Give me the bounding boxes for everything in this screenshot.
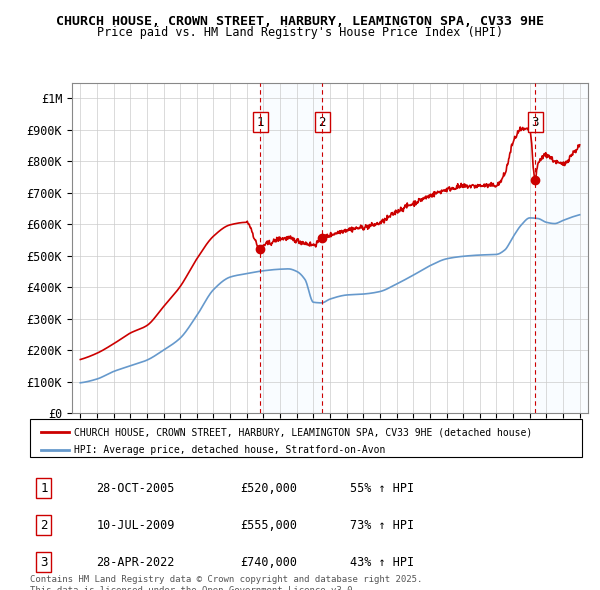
FancyBboxPatch shape: [30, 419, 582, 457]
Text: Price paid vs. HM Land Registry's House Price Index (HPI): Price paid vs. HM Land Registry's House …: [97, 26, 503, 39]
Text: £740,000: £740,000: [240, 556, 297, 569]
Text: 3: 3: [40, 556, 47, 569]
Bar: [260, 83, 322, 413]
Text: 73% ↑ HPI: 73% ↑ HPI: [350, 519, 414, 532]
Text: 1: 1: [257, 116, 264, 129]
Bar: [535, 83, 588, 413]
Text: £520,000: £520,000: [240, 481, 297, 495]
Text: Contains HM Land Registry data © Crown copyright and database right 2025.
This d: Contains HM Land Registry data © Crown c…: [30, 575, 422, 590]
Text: £555,000: £555,000: [240, 519, 297, 532]
Text: 1: 1: [40, 481, 47, 495]
Text: 2: 2: [319, 116, 326, 129]
Text: 2: 2: [40, 519, 47, 532]
Text: 55% ↑ HPI: 55% ↑ HPI: [350, 481, 414, 495]
Text: CHURCH HOUSE, CROWN STREET, HARBURY, LEAMINGTON SPA, CV33 9HE: CHURCH HOUSE, CROWN STREET, HARBURY, LEA…: [56, 15, 544, 28]
Text: 3: 3: [532, 116, 539, 129]
Text: HPI: Average price, detached house, Stratford-on-Avon: HPI: Average price, detached house, Stra…: [74, 445, 386, 454]
Text: 28-APR-2022: 28-APR-2022: [96, 556, 175, 569]
Text: 28-OCT-2005: 28-OCT-2005: [96, 481, 175, 495]
Text: 43% ↑ HPI: 43% ↑ HPI: [350, 556, 414, 569]
Text: 10-JUL-2009: 10-JUL-2009: [96, 519, 175, 532]
Text: CHURCH HOUSE, CROWN STREET, HARBURY, LEAMINGTON SPA, CV33 9HE (detached house): CHURCH HOUSE, CROWN STREET, HARBURY, LEA…: [74, 427, 532, 437]
